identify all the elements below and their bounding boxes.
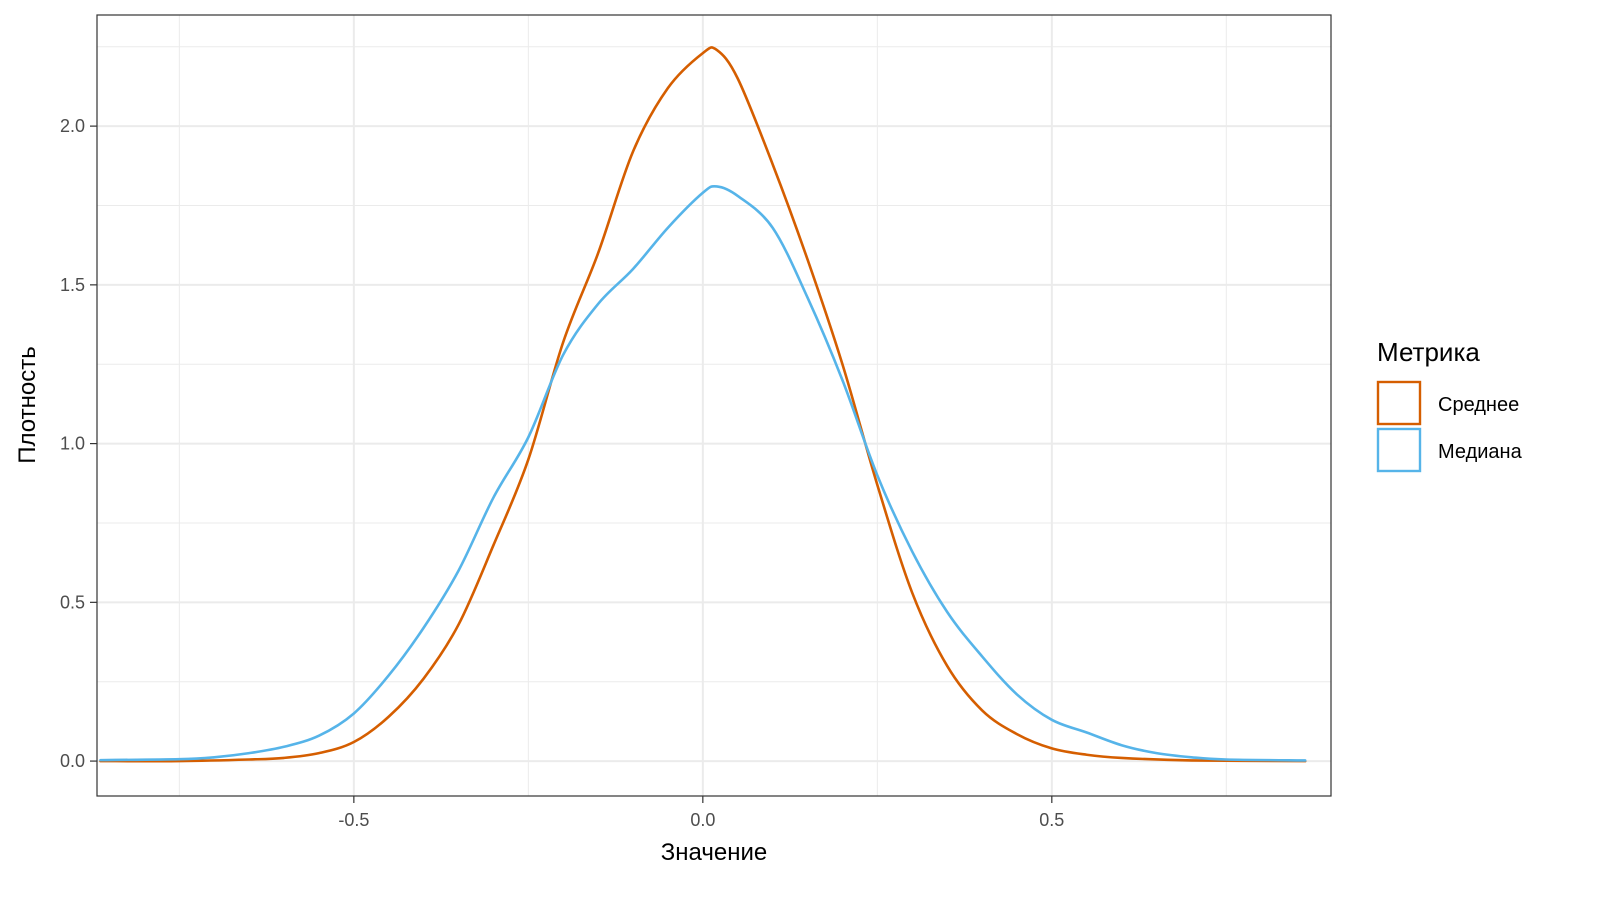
y-tick-label: 1.5 (60, 275, 85, 295)
legend-title: Метрика (1377, 337, 1480, 367)
panel-border (96, 14, 1332, 797)
x-tick-label: 0.0 (690, 810, 715, 830)
y-tick-label: 0.0 (60, 751, 85, 771)
y-tick-label: 1.0 (60, 434, 85, 454)
y-tick-label: 0.5 (60, 592, 85, 612)
y-tick-label: 2.0 (60, 116, 85, 136)
legend-label-median: Медиана (1438, 441, 1523, 463)
series-lines (99, 46, 1307, 763)
x-axis-title: Значение (661, 839, 767, 866)
legend-key-mean (1376, 380, 1422, 426)
series-line-mean (99, 46, 1307, 763)
legend-key-median (1376, 427, 1422, 473)
legend-label-mean: Среднее (1438, 394, 1519, 416)
grid (97, 15, 1331, 796)
x-tick-label: 0.5 (1039, 810, 1064, 830)
y-axis-title: Плотность (14, 346, 41, 463)
x-tick-label: -0.5 (338, 810, 369, 830)
series-line-median (99, 184, 1307, 762)
axis-ticks: -0.5 0.0 0.5 0.0 0.5 1.0 1.5 2.0 (60, 116, 1064, 830)
legend-items: Среднее Медиана (1376, 380, 1523, 473)
legend: Метрика Среднее Медиана (1376, 337, 1523, 473)
